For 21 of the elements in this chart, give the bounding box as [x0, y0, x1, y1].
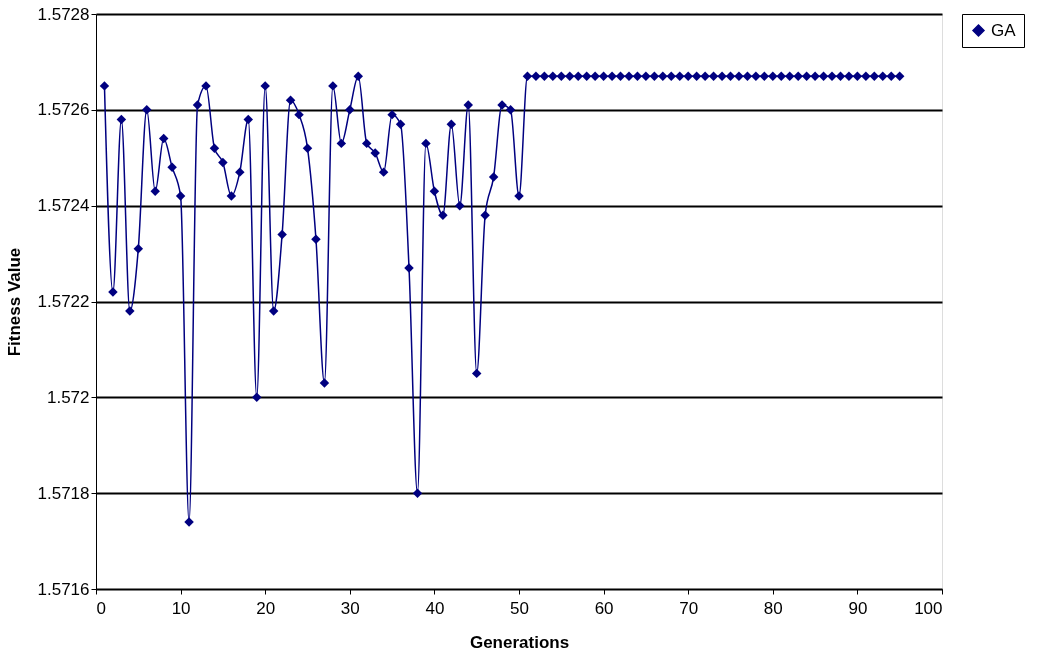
legend-label: GA [991, 20, 1017, 40]
x-tick-label: 40 [425, 598, 445, 618]
y-tick-label: 1.5716 [37, 579, 90, 599]
x-tick-label: 50 [510, 598, 529, 618]
y-axis-title: Fitness Value [4, 247, 24, 357]
y-tick-label: 1.5722 [37, 292, 90, 311]
y-tick-label: 1.5724 [37, 196, 90, 216]
y-tick-label: 1.5726 [37, 100, 90, 120]
x-tick-label: 70 [679, 598, 699, 618]
x-tick-label: 90 [848, 598, 868, 618]
x-axis-title: Generations [469, 632, 570, 652]
x-tick-label: 10 [171, 598, 191, 618]
x-tick-label: 30 [340, 598, 360, 618]
x-tick-label: 100 [914, 598, 943, 618]
x-tick-label: 80 [763, 598, 783, 618]
x-tick-label: 0 [96, 598, 106, 618]
y-tick-label: 1.5718 [37, 483, 90, 503]
y-tick-label: 1.5728 [37, 4, 90, 24]
y-tick-label: 1.572 [46, 387, 90, 407]
x-tick-label: 20 [256, 598, 276, 618]
x-tick-label: 60 [594, 598, 614, 618]
